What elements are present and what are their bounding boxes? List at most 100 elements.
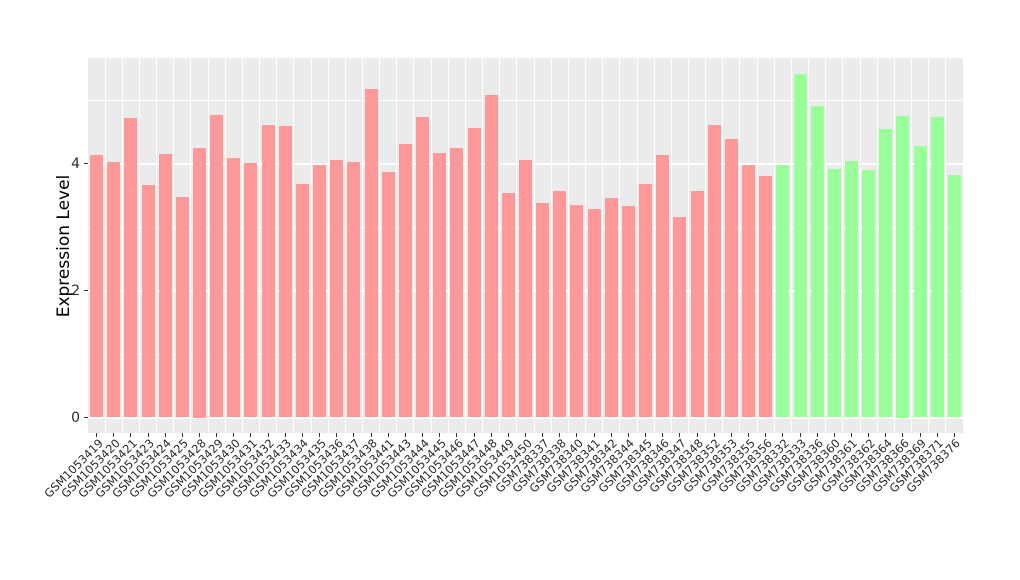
x-tick-mark xyxy=(593,433,595,437)
x-tick-mark xyxy=(336,433,338,437)
plot-panel xyxy=(88,58,963,433)
bar-GSM1053436 xyxy=(330,160,344,418)
x-gridline xyxy=(687,58,689,433)
x-gridline xyxy=(396,58,398,433)
x-gridline xyxy=(619,58,621,433)
x-gridline xyxy=(362,58,363,433)
x-tick-mark xyxy=(130,433,132,437)
bar-GSM1053425 xyxy=(175,197,189,418)
bar-GSM1053446 xyxy=(450,148,464,418)
bar-GSM1053428 xyxy=(193,147,207,418)
x-tick-mark xyxy=(902,433,904,437)
x-gridline xyxy=(173,58,175,433)
x-gridline xyxy=(121,58,123,433)
bar-GSM1053423 xyxy=(141,185,155,418)
bar-GSM1053432 xyxy=(261,125,275,418)
x-tick-mark xyxy=(387,433,389,437)
x-gridline xyxy=(773,58,775,433)
x-gridline xyxy=(808,58,810,433)
x-gridline xyxy=(945,58,947,433)
bar-GSM1053443 xyxy=(398,143,412,418)
bar-GSM1053420 xyxy=(107,162,121,418)
y-tick-label: 2 xyxy=(71,282,80,299)
bar-GSM1053448 xyxy=(484,94,498,418)
bar-GSM1053434 xyxy=(295,184,309,418)
x-gridline xyxy=(430,58,432,433)
x-tick-mark xyxy=(765,433,767,437)
bar-GSM1053433 xyxy=(278,126,292,418)
x-tick-mark xyxy=(113,433,115,437)
x-gridline xyxy=(276,58,278,433)
x-tick-mark xyxy=(919,433,921,437)
x-gridline xyxy=(825,58,827,433)
x-tick-mark xyxy=(885,433,887,437)
y-tick-mark xyxy=(84,417,88,418)
bar-GSM738353 xyxy=(724,139,738,418)
x-tick-mark xyxy=(610,433,612,437)
bar-GSM1053429 xyxy=(210,114,224,418)
bar-GSM738366 xyxy=(896,115,910,418)
bar-GSM738362 xyxy=(862,170,876,418)
x-tick-mark xyxy=(267,433,269,437)
bar-GSM738371 xyxy=(930,116,944,418)
x-tick-mark xyxy=(147,433,149,437)
bar-GSM738364 xyxy=(879,128,893,418)
bar-GSM738376 xyxy=(947,174,961,418)
bar-GSM738342 xyxy=(604,197,618,418)
x-gridline xyxy=(876,58,878,433)
x-gridline xyxy=(705,58,707,433)
x-tick-mark xyxy=(404,433,406,437)
x-tick-mark xyxy=(507,433,509,437)
x-tick-mark xyxy=(730,433,732,437)
x-tick-mark xyxy=(662,433,664,437)
x-gridline xyxy=(928,58,930,433)
bar-GSM738337 xyxy=(536,202,550,418)
x-tick-mark xyxy=(679,433,681,437)
bar-GSM738352 xyxy=(707,125,721,418)
x-gridline xyxy=(653,58,655,433)
bar-GSM1053449 xyxy=(501,192,515,418)
x-tick-mark xyxy=(199,433,201,437)
x-tick-mark xyxy=(233,433,235,437)
x-tick-mark xyxy=(696,433,698,437)
x-gridline xyxy=(104,58,106,433)
bar-GSM738336 xyxy=(810,106,824,418)
bar-GSM738332 xyxy=(776,165,790,418)
x-gridline xyxy=(344,58,346,433)
x-tick-mark xyxy=(456,433,458,437)
x-gridline xyxy=(224,58,226,433)
x-tick-mark xyxy=(542,433,544,437)
x-gridline xyxy=(190,58,192,433)
y-gridline-major xyxy=(88,416,963,419)
y-gridline-minor xyxy=(88,99,963,101)
x-tick-mark xyxy=(422,433,424,437)
x-gridline xyxy=(670,58,672,433)
x-gridline xyxy=(327,58,329,433)
x-tick-mark xyxy=(713,433,715,437)
bar-GSM738346 xyxy=(656,155,670,418)
bar-GSM1053435 xyxy=(313,165,327,418)
y-tick-mark xyxy=(84,290,88,291)
x-tick-mark xyxy=(576,433,578,437)
x-tick-mark xyxy=(748,433,750,437)
x-tick-mark xyxy=(816,433,818,437)
x-gridline xyxy=(379,58,381,433)
x-gridline xyxy=(464,58,466,433)
x-tick-mark xyxy=(284,433,286,437)
x-gridline xyxy=(739,58,741,433)
x-tick-mark xyxy=(782,433,784,437)
x-tick-mark xyxy=(181,433,183,437)
x-gridline xyxy=(893,58,895,433)
x-gridline xyxy=(447,58,449,433)
bar-GSM1053430 xyxy=(227,157,241,418)
bar-GSM738345 xyxy=(639,184,653,418)
x-tick-mark xyxy=(250,433,252,437)
x-gridline xyxy=(911,58,913,433)
bar-GSM1053421 xyxy=(124,117,138,418)
x-gridline xyxy=(533,58,535,433)
bar-GSM1053424 xyxy=(158,153,172,418)
y-tick-label: 4 xyxy=(71,155,80,172)
x-gridline xyxy=(585,58,587,433)
x-tick-mark xyxy=(319,433,321,437)
bar-GSM1053441 xyxy=(381,172,395,418)
